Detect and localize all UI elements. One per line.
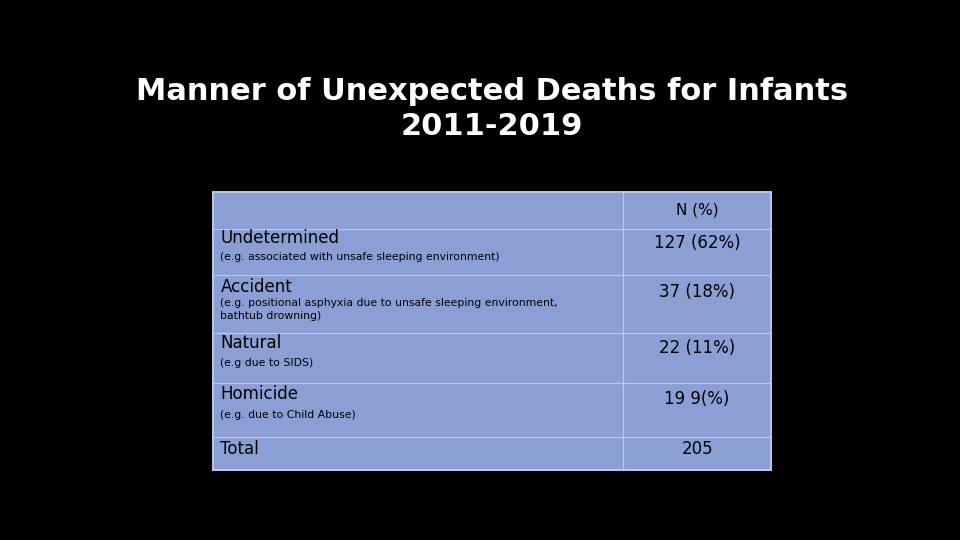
Text: Homicide: Homicide bbox=[221, 384, 299, 403]
Text: 37 (18%): 37 (18%) bbox=[660, 284, 735, 301]
Text: 205: 205 bbox=[682, 441, 713, 458]
Text: 22 (11%): 22 (11%) bbox=[659, 339, 735, 357]
Text: (e.g. positional asphyxia due to unsafe sleeping environment,
bathtub drowning): (e.g. positional asphyxia due to unsafe … bbox=[221, 298, 558, 321]
Text: 127 (62%): 127 (62%) bbox=[654, 234, 740, 252]
Text: Manner of Unexpected Deaths for Infants
2011-2019: Manner of Unexpected Deaths for Infants … bbox=[136, 77, 848, 141]
Text: 19 9(%): 19 9(%) bbox=[664, 390, 730, 408]
Text: (e.g due to SIDS): (e.g due to SIDS) bbox=[221, 358, 314, 368]
FancyBboxPatch shape bbox=[213, 192, 771, 470]
Text: (e.g. due to Child Abuse): (e.g. due to Child Abuse) bbox=[221, 410, 356, 420]
Text: Accident: Accident bbox=[221, 278, 292, 296]
Text: Natural: Natural bbox=[221, 334, 281, 352]
Text: Undetermined: Undetermined bbox=[221, 229, 340, 247]
Text: Total: Total bbox=[221, 441, 259, 458]
Text: (e.g. associated with unsafe sleeping environment): (e.g. associated with unsafe sleeping en… bbox=[221, 252, 500, 261]
Text: N (%): N (%) bbox=[676, 202, 718, 218]
